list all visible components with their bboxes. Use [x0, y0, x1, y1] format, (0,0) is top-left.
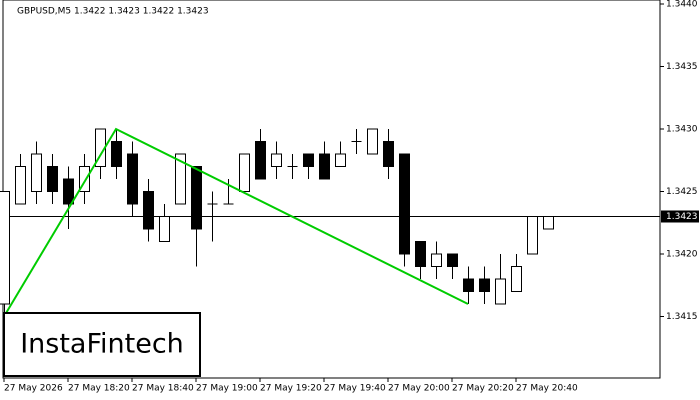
candle-body — [31, 153, 42, 192]
candle-body — [319, 153, 330, 180]
candle-body — [527, 216, 538, 255]
candle-body — [63, 178, 74, 205]
candle-body — [255, 141, 266, 180]
candle-body — [191, 166, 202, 230]
y-tick-label: 1.3415 — [666, 312, 698, 322]
current-price-label: 1.3423 — [666, 212, 698, 222]
candle-body — [511, 266, 522, 292]
y-tick-label: 1.3430 — [666, 125, 698, 135]
x-tick-label: 27 May 20:40 — [516, 384, 578, 394]
candle-body — [447, 253, 458, 267]
candle-body — [143, 191, 154, 230]
y-tick-label: 1.3420 — [666, 250, 698, 260]
x-tick-label: 27 May 19:40 — [324, 384, 386, 394]
candle-body — [79, 166, 90, 192]
candle-body — [415, 241, 426, 267]
candle-body — [127, 153, 138, 205]
candle-body — [303, 153, 314, 167]
candle-body — [159, 216, 170, 242]
plot-frame — [2, 0, 661, 379]
candle-body — [47, 166, 58, 192]
x-tick-label: 27 May 2026 — [4, 384, 63, 394]
candle-body — [383, 141, 394, 167]
candle-body — [463, 278, 474, 292]
candle-body — [543, 216, 554, 230]
candle-body — [271, 153, 282, 167]
candle-body — [495, 278, 506, 305]
y-tick-label: 1.3440 — [666, 0, 698, 10]
candle-body — [335, 153, 346, 167]
candle-body — [367, 128, 378, 155]
candle-body — [399, 153, 410, 255]
x-tick-label: 27 May 19:20 — [260, 384, 322, 394]
y-tick-label: 1.3425 — [666, 187, 698, 197]
candle-body — [175, 153, 186, 205]
x-tick-label: 27 May 18:20 — [68, 384, 130, 394]
candle-body — [0, 191, 10, 305]
candle-body — [111, 141, 122, 167]
candle-body — [431, 253, 442, 267]
logo-box — [3, 312, 201, 377]
candle-body — [479, 278, 490, 292]
x-tick-label: 27 May 18:40 — [132, 384, 194, 394]
candle-body — [239, 153, 250, 192]
pattern-line — [3, 127, 469, 318]
x-tick-label: 27 May 19:00 — [196, 384, 258, 394]
logo: InstaFintech — [20, 329, 184, 360]
current-price-box — [661, 210, 699, 223]
y-tick-label: 1.3435 — [666, 62, 698, 72]
x-tick-label: 27 May 20:00 — [388, 384, 450, 394]
chart-title: GBPUSD,M5 1.3422 1.3423 1.3422 1.3423 — [17, 7, 209, 17]
candle-body — [15, 166, 26, 205]
x-tick-label: 27 May 20:20 — [452, 384, 514, 394]
